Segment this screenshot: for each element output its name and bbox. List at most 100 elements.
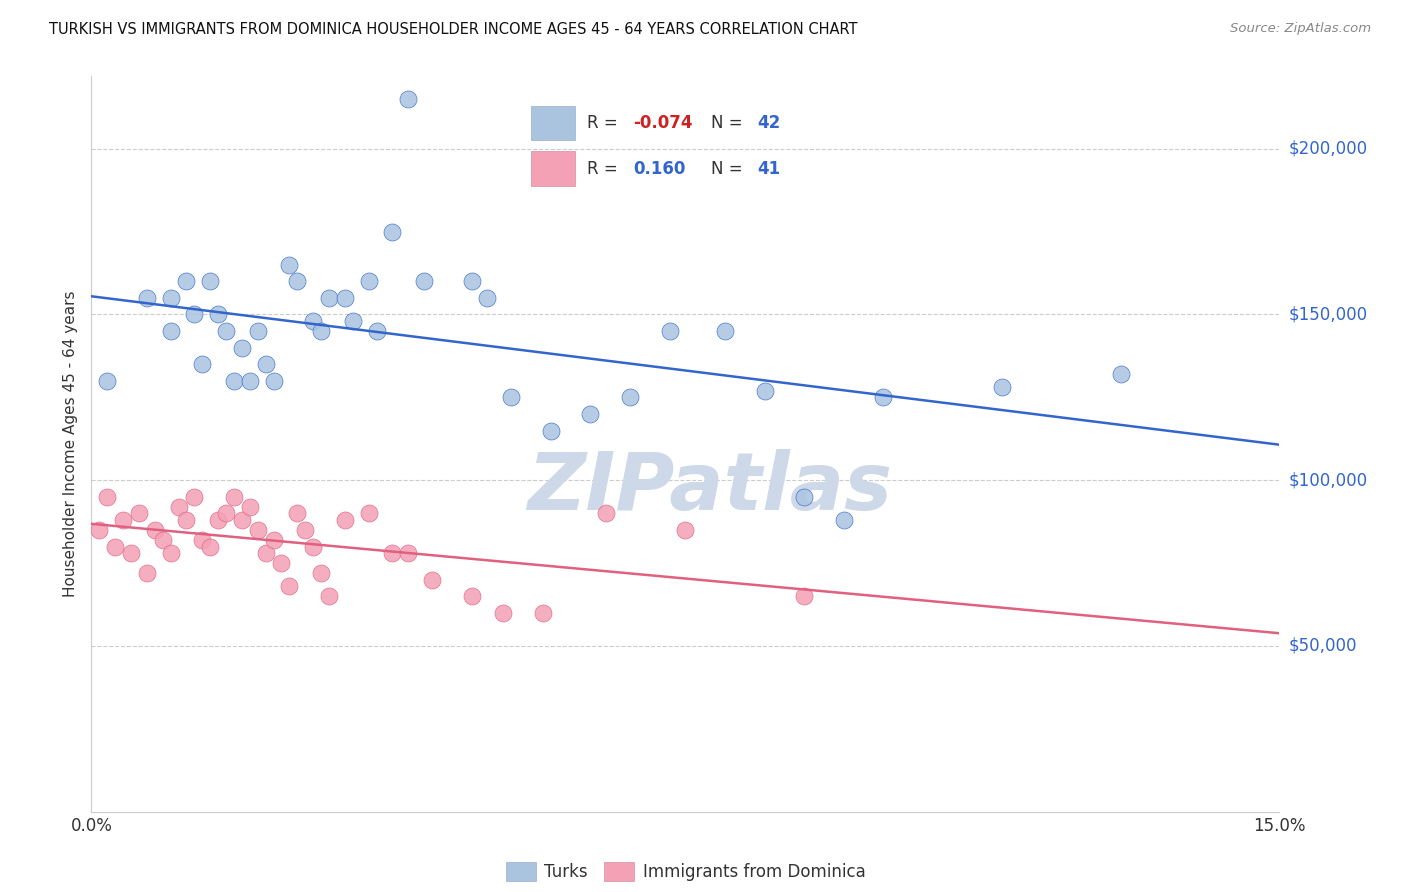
Point <box>215 507 238 521</box>
Text: Source: ZipAtlas.com: Source: ZipAtlas.com <box>1230 22 1371 36</box>
Point <box>159 546 181 560</box>
Point <box>501 390 523 404</box>
Point <box>176 513 198 527</box>
Point <box>215 324 238 338</box>
Bar <box>531 152 575 186</box>
Y-axis label: Householder Income Ages 45 - 64 years: Householder Income Ages 45 - 64 years <box>63 291 79 597</box>
Point <box>333 291 356 305</box>
Point <box>246 523 269 537</box>
Point <box>278 579 301 593</box>
Text: $100,000: $100,000 <box>1289 471 1368 489</box>
Point <box>714 324 737 338</box>
Point <box>579 407 602 421</box>
Point <box>191 357 214 371</box>
Point <box>396 546 419 560</box>
Point <box>302 540 325 554</box>
Point <box>342 314 364 328</box>
Point <box>460 274 482 288</box>
Point <box>191 533 214 547</box>
Legend: Turks, Immigrants from Dominica: Turks, Immigrants from Dominica <box>499 855 872 888</box>
Point <box>357 274 380 288</box>
Point <box>207 308 229 322</box>
Point <box>278 258 301 272</box>
Point <box>754 384 776 398</box>
Point <box>183 490 205 504</box>
Text: $200,000: $200,000 <box>1289 140 1368 158</box>
Text: ZIPatlas: ZIPatlas <box>527 449 891 527</box>
Text: $50,000: $50,000 <box>1289 637 1357 655</box>
Point <box>285 507 308 521</box>
Point <box>381 225 404 239</box>
Point <box>128 507 150 521</box>
Point <box>222 490 245 504</box>
Text: 41: 41 <box>756 160 780 178</box>
Point <box>254 546 277 560</box>
Point <box>477 291 499 305</box>
Point <box>120 546 142 560</box>
Point <box>239 374 262 388</box>
Point <box>207 513 229 527</box>
Point <box>302 314 325 328</box>
Point <box>89 523 111 537</box>
Point <box>492 606 515 620</box>
Text: R =: R = <box>588 114 617 132</box>
Point <box>318 589 340 603</box>
Point <box>531 606 554 620</box>
Text: $150,000: $150,000 <box>1289 305 1368 324</box>
Point <box>246 324 269 338</box>
Text: TURKISH VS IMMIGRANTS FROM DOMINICA HOUSEHOLDER INCOME AGES 45 - 64 YEARS CORREL: TURKISH VS IMMIGRANTS FROM DOMINICA HOUS… <box>49 22 858 37</box>
Point <box>263 533 285 547</box>
Text: -0.074: -0.074 <box>633 114 693 132</box>
Point <box>222 374 245 388</box>
Point <box>294 523 316 537</box>
Point <box>159 291 181 305</box>
Point <box>159 324 181 338</box>
Point <box>112 513 135 527</box>
Text: R =: R = <box>588 160 617 178</box>
Point <box>413 274 436 288</box>
Point <box>309 324 332 338</box>
Point <box>619 390 641 404</box>
Point <box>396 92 419 106</box>
Point <box>200 540 222 554</box>
Point <box>673 523 696 537</box>
Point <box>176 274 198 288</box>
Point <box>254 357 277 371</box>
Point <box>420 573 443 587</box>
Point <box>183 308 205 322</box>
Point <box>832 513 855 527</box>
Point <box>285 274 308 288</box>
Bar <box>531 105 575 140</box>
Point <box>991 380 1014 394</box>
Point <box>357 507 380 521</box>
Point <box>460 589 482 603</box>
Point <box>239 500 262 514</box>
Point <box>793 589 815 603</box>
Point <box>135 291 157 305</box>
Text: N =: N = <box>710 160 742 178</box>
Point <box>1109 367 1132 381</box>
Text: N =: N = <box>710 114 742 132</box>
Text: 42: 42 <box>756 114 780 132</box>
Point <box>263 374 285 388</box>
Point <box>167 500 190 514</box>
Point <box>152 533 174 547</box>
Point <box>793 490 815 504</box>
Point <box>595 507 617 521</box>
Point <box>135 566 157 580</box>
Point <box>231 513 253 527</box>
Point <box>309 566 332 580</box>
Point <box>318 291 340 305</box>
Point <box>96 490 118 504</box>
Point <box>872 390 894 404</box>
Point <box>104 540 127 554</box>
Point <box>333 513 356 527</box>
Point <box>381 546 404 560</box>
Point <box>96 374 118 388</box>
Point <box>270 556 292 570</box>
Point <box>231 341 253 355</box>
Text: 0.160: 0.160 <box>633 160 686 178</box>
Point <box>540 424 562 438</box>
Point <box>143 523 166 537</box>
Point <box>658 324 681 338</box>
